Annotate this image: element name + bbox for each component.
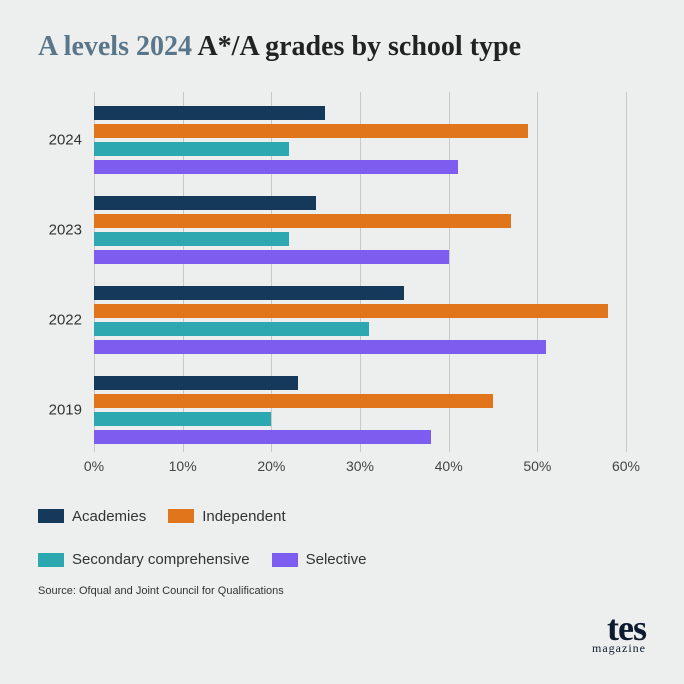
bar-academies [94,376,298,390]
source-note: Source: Ofqual and Joint Council for Qua… [38,585,646,597]
legend-label: Secondary comprehensive [72,547,250,573]
gridline [626,92,627,452]
bar-independent [94,124,528,138]
x-tick-label: 0% [84,458,104,474]
legend-label: Independent [202,504,285,530]
bar-independent [94,394,493,408]
x-axis: 0%10%20%30%40%50%60% [94,452,626,482]
year-label: 2024 [49,131,94,148]
brand-logo: tes magazine [592,614,646,656]
year-label: 2019 [49,401,94,418]
bar-academies [94,106,325,120]
plot-area: 2024 2023 2022 2019 [94,92,626,452]
bar-academies [94,286,404,300]
x-tick-label: 50% [523,458,551,474]
legend-item-academies: Academies [38,504,146,530]
chart-title: A levels 2024 A*/A grades by school type [38,30,646,64]
brand-logo-subtext: magazine [592,641,646,656]
x-tick-label: 30% [346,458,374,474]
bar-selective [94,250,449,264]
bar-secondary [94,412,271,426]
bar-secondary [94,232,289,246]
legend-swatch [168,509,194,523]
year-group: 2023 [94,196,626,264]
legend-swatch [38,509,64,523]
title-emphasis: A levels 2024 [38,31,192,62]
legend-swatch [272,553,298,567]
legend-item-secondary: Secondary comprehensive [38,547,250,573]
bar-independent [94,214,511,228]
bar-independent [94,304,608,318]
legend-row: Academies Independent Secondary comprehens… [38,504,646,573]
brand-logo-text: tes [592,614,646,643]
bar-academies [94,196,316,210]
legend: Academies Independent Secondary comprehens… [38,504,646,573]
legend-label: Academies [72,504,146,530]
year-label: 2023 [49,221,94,238]
x-tick-label: 10% [169,458,197,474]
legend-item-selective: Selective [272,547,367,573]
year-label: 2022 [49,311,94,328]
legend-label: Selective [306,547,367,573]
bar-selective [94,340,546,354]
legend-item-independent: Independent [168,504,285,530]
x-tick-label: 40% [435,458,463,474]
bar-secondary [94,142,289,156]
bar-selective [94,160,458,174]
x-tick-label: 60% [612,458,640,474]
title-rest: A*/A grades by school type [192,31,521,62]
bar-selective [94,430,431,444]
year-group: 2019 [94,376,626,444]
bar-secondary [94,322,369,336]
year-group: 2024 [94,106,626,174]
x-tick-label: 20% [257,458,285,474]
year-group: 2022 [94,286,626,354]
legend-swatch [38,553,64,567]
chart-area: 2024202320222019 0%10%20%30%40%50%60% [94,92,626,482]
